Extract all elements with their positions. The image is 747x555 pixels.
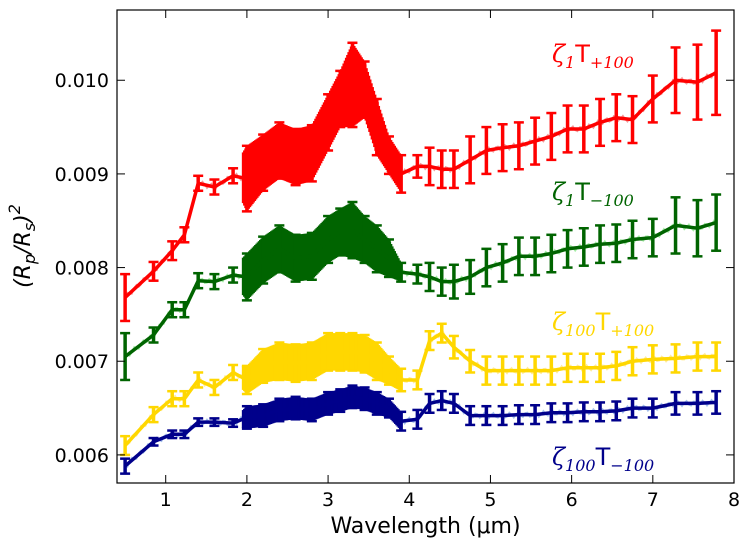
axis-ticks: 1 2 3 4 5 6 7 8 0.006 0.007 0.008 0.009 0.010	[55, 10, 740, 511]
y-tick-label: 0.008	[55, 258, 109, 280]
y-tick-label: 0.006	[55, 445, 109, 467]
data-line	[123, 331, 717, 447]
y-tick-label: 0.007	[55, 351, 109, 373]
data-line	[123, 395, 717, 468]
y-tick-label: 0.009	[55, 164, 109, 186]
data-line	[124, 220, 717, 358]
series-labels: ζ1T+100 ζ1T−100 ζ100T+100 ζ100T−100	[552, 40, 654, 475]
series-2	[120, 322, 722, 457]
series-label: ζ1T+100	[552, 40, 634, 72]
x-tick-label: 3	[322, 489, 334, 511]
x-tick-label: 7	[647, 489, 659, 511]
x-tick-label: 5	[484, 489, 496, 511]
x-tick-label: 4	[403, 489, 415, 511]
y-tick-label: 0.010	[55, 70, 109, 92]
x-tick-label: 6	[566, 489, 578, 511]
x-tick-label: 1	[160, 489, 172, 511]
series-label: ζ100T−100	[552, 443, 654, 475]
series-label: ζ100T+100	[552, 308, 654, 340]
series-3	[120, 384, 722, 475]
y-axis-label: (Rp/Rs)2	[5, 204, 39, 288]
series-0	[120, 29, 722, 323]
series-label: ζ1T−100	[552, 178, 634, 210]
series-1	[120, 193, 722, 382]
axes-frame	[116, 9, 735, 484]
x-tick-label: 2	[241, 489, 253, 511]
data-layer	[120, 29, 722, 475]
x-axis-label: Wavelength (μm)	[330, 514, 520, 539]
data-line	[123, 71, 717, 299]
x-tick-label: 8	[728, 489, 740, 511]
